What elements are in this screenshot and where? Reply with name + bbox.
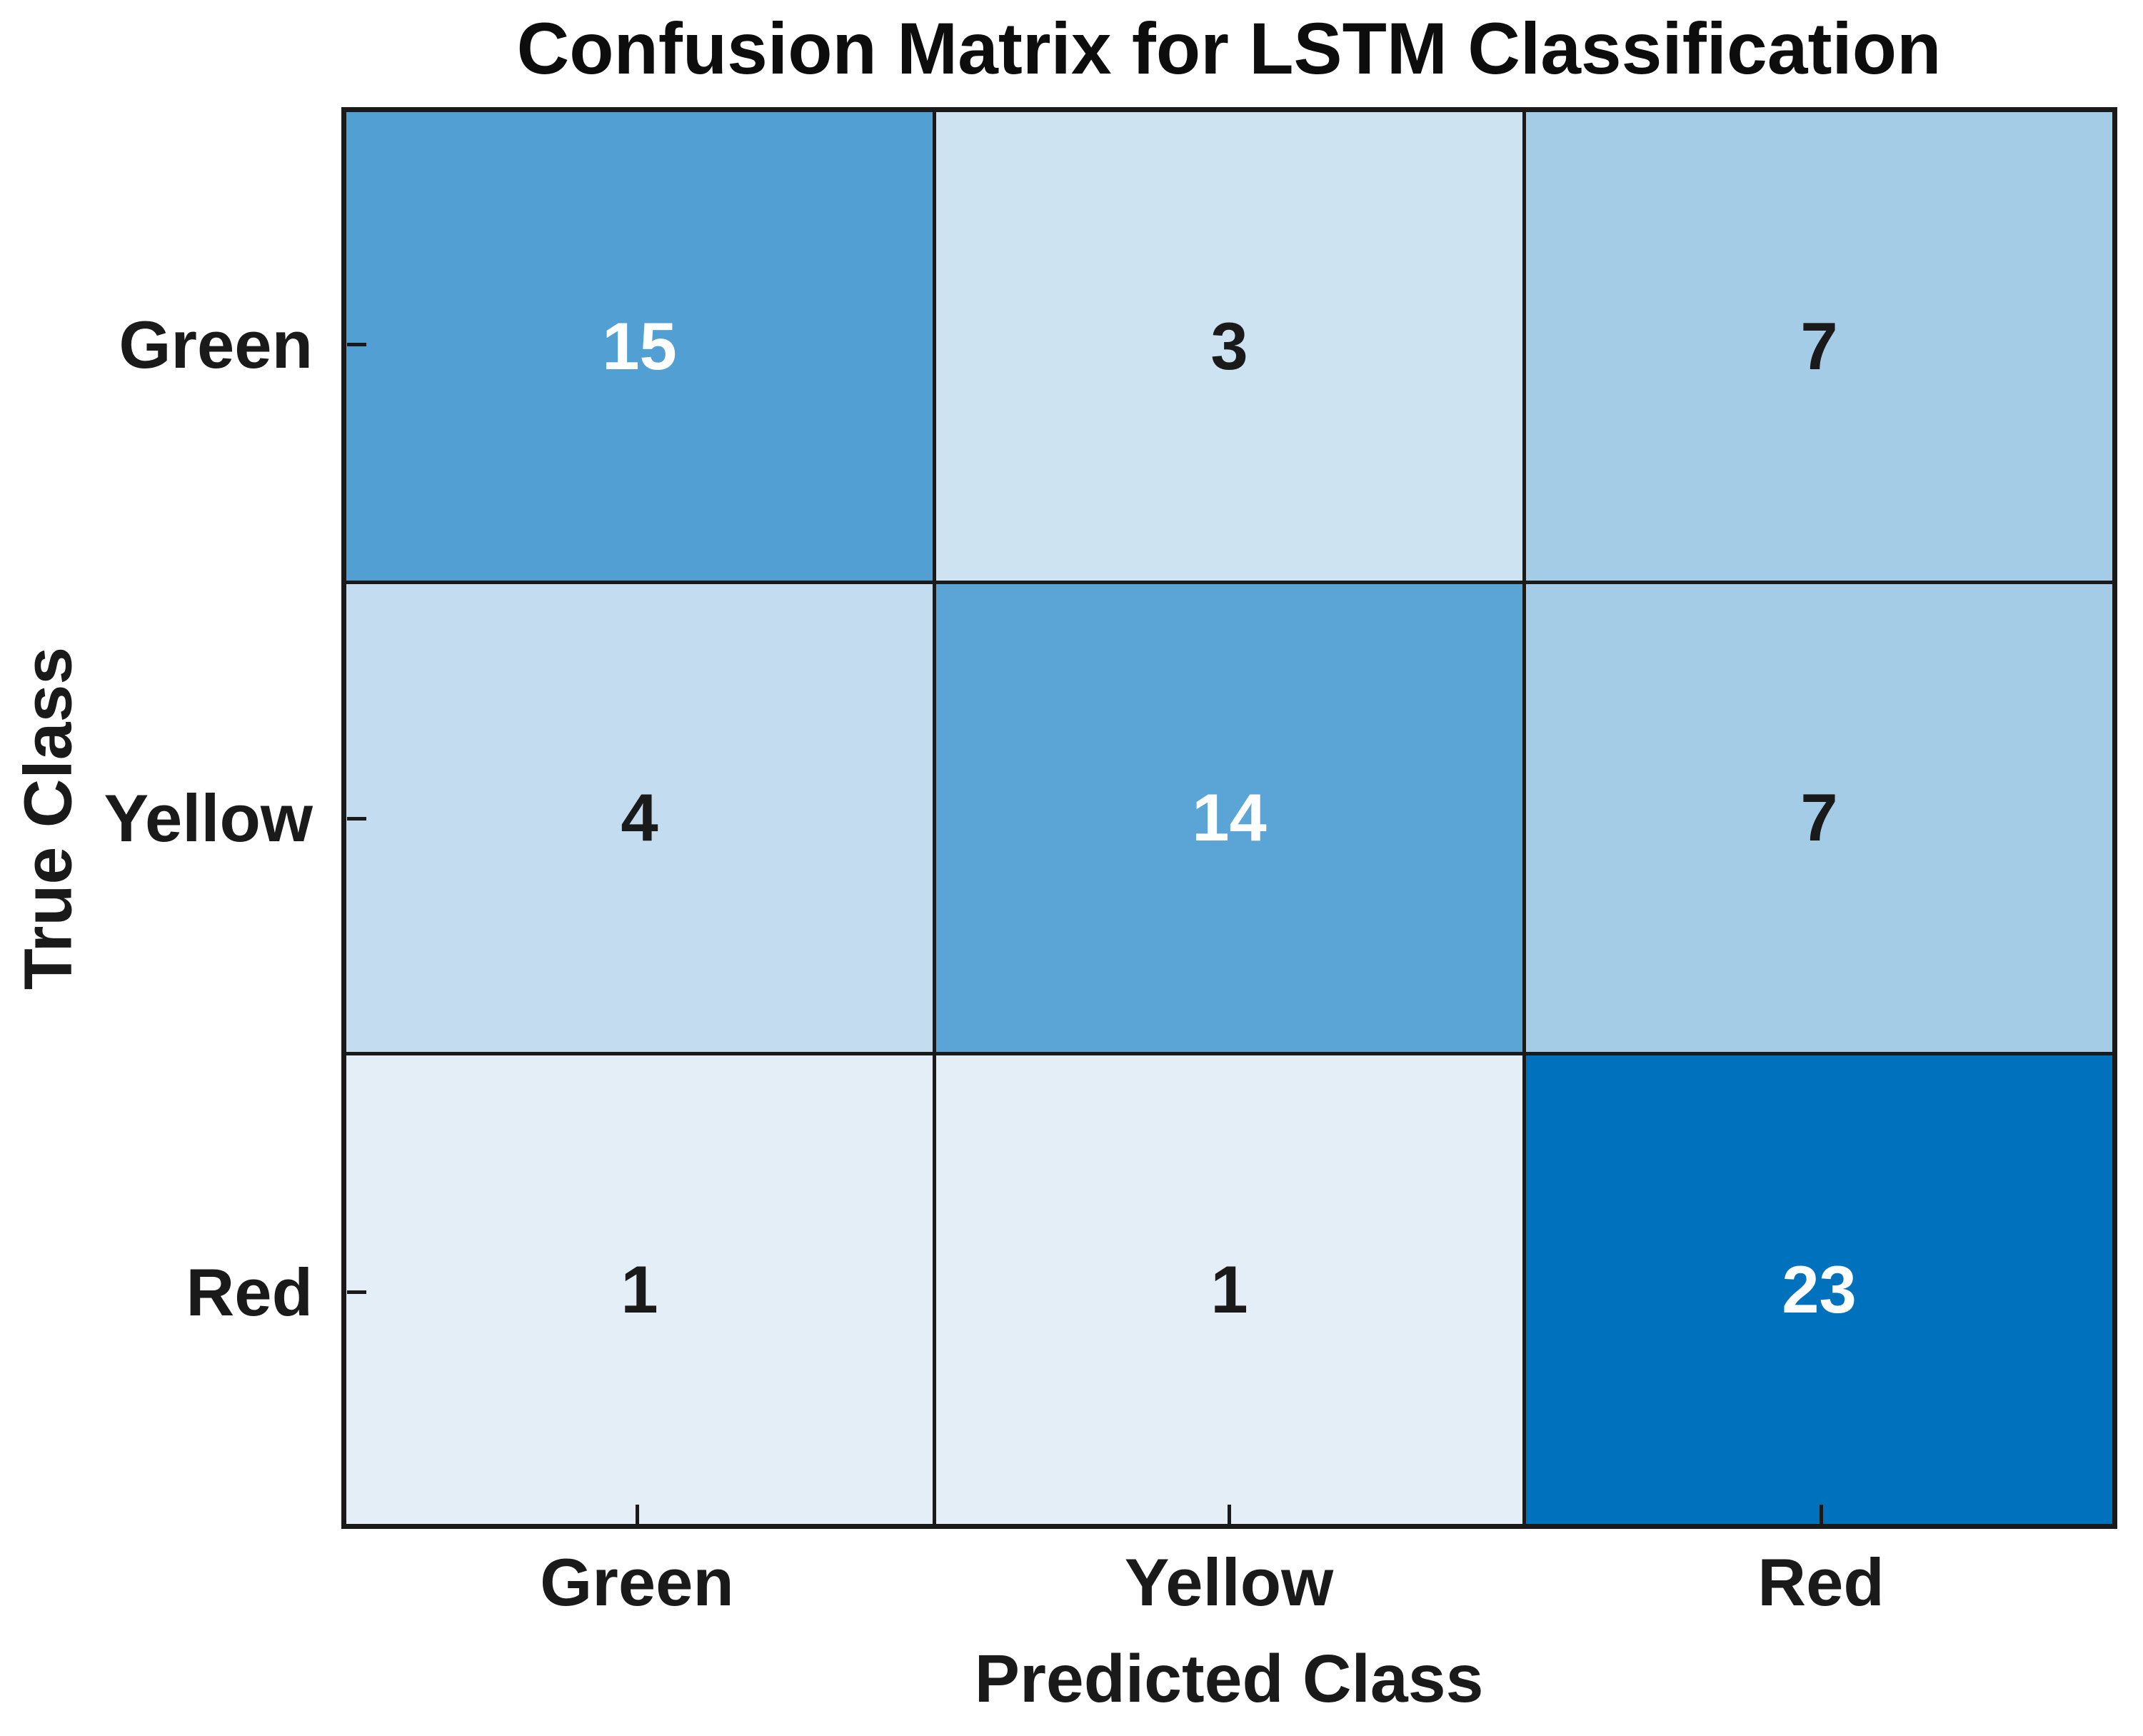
y-tick-label-green: Green [119, 307, 313, 382]
matrix-cell: 7 [1526, 583, 2112, 1053]
x-axis-tick [1228, 1505, 1231, 1524]
x-tick-label-red: Red [1757, 1545, 1884, 1620]
cell-value: 1 [621, 1252, 658, 1328]
matrix-cell: 1 [346, 1055, 933, 1524]
cell-value: 15 [602, 308, 677, 383]
chart-title: Confusion Matrix for LSTM Classification [516, 8, 1942, 89]
cell-value: 1 [1210, 1252, 1248, 1328]
y-tick-label-red: Red [186, 1255, 313, 1330]
y-axis-tick [347, 817, 366, 821]
plot-area: 15 3 7 4 14 7 1 1 23 [341, 107, 2117, 1529]
x-axis-tick [1820, 1505, 1823, 1524]
matrix-cell: 14 [936, 583, 1522, 1053]
y-axis-tick [347, 343, 366, 346]
y-axis-tick [347, 1290, 366, 1294]
x-tick-label-yellow: Yellow [1124, 1545, 1334, 1620]
x-tick-label-green: Green [540, 1545, 734, 1620]
y-tick-label-yellow: Yellow [104, 781, 313, 856]
cell-value: 23 [1782, 1252, 1857, 1328]
matrix-cell: 3 [936, 112, 1522, 581]
matrix-cell: 23 [1526, 1055, 2112, 1524]
matrix-cell: 7 [1526, 112, 2112, 581]
x-axis-tick [636, 1505, 639, 1524]
cell-value: 3 [1210, 308, 1248, 383]
x-axis-label: Predicted Class [974, 1641, 1484, 1717]
cell-value: 7 [1800, 308, 1838, 383]
cell-value: 4 [621, 780, 658, 856]
cell-value: 7 [1800, 780, 1838, 856]
cell-value: 14 [1192, 780, 1267, 856]
matrix-cell: 15 [346, 112, 933, 581]
matrix-cell: 4 [346, 583, 933, 1053]
matrix-cell: 1 [936, 1055, 1522, 1524]
